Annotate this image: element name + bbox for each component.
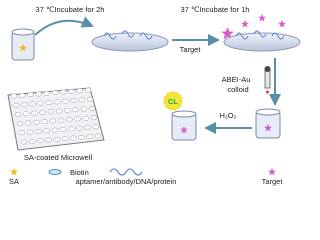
legend-icon xyxy=(10,168,18,176)
step-label: 37 ℃Incubate for 2h xyxy=(36,5,105,14)
dish xyxy=(91,30,169,52)
microwell-plate xyxy=(7,87,105,151)
legend-icon xyxy=(48,169,62,175)
legend-label: aptamer/antibody/DNA/protein xyxy=(76,177,177,186)
signal-label: CL xyxy=(168,97,178,106)
plate-well xyxy=(53,136,61,142)
plate-well xyxy=(86,134,94,140)
plate-well xyxy=(66,117,73,123)
plate-well xyxy=(64,107,71,113)
page: 37 ℃Incubate for 2h 37 ℃Incubate for 1h … xyxy=(7,5,301,186)
step-label: 37 ℃Incubate for 1h xyxy=(181,5,250,14)
plate-well xyxy=(92,124,100,130)
plate-well xyxy=(55,108,63,114)
plate-well xyxy=(49,118,57,124)
plate-well xyxy=(72,107,79,113)
plate-well xyxy=(70,98,77,103)
plate-well xyxy=(14,111,22,117)
plate-well xyxy=(53,99,61,105)
plate-well xyxy=(80,106,88,112)
plate-label: SA-coated Microwell xyxy=(24,153,93,162)
plate-well xyxy=(59,127,67,132)
plate-well xyxy=(24,120,32,126)
tube xyxy=(11,28,35,61)
plate-well xyxy=(78,97,86,103)
plate-well xyxy=(57,117,65,123)
legend-icon xyxy=(268,168,276,176)
legend-label: Target xyxy=(262,177,284,186)
dropper xyxy=(264,66,271,94)
plate-well xyxy=(35,129,42,134)
plate-well xyxy=(10,93,18,99)
plate-well xyxy=(61,136,69,142)
plate-well xyxy=(68,126,75,132)
plate-well xyxy=(28,138,36,144)
plate-well xyxy=(41,119,48,125)
plate-well xyxy=(90,115,98,121)
oxidant-label: H₂O₂ xyxy=(219,111,236,120)
plate-well xyxy=(84,87,92,93)
plate-well xyxy=(29,101,36,107)
well xyxy=(255,108,281,139)
plate-well xyxy=(74,116,81,122)
plate-well xyxy=(43,90,51,96)
cl-burst xyxy=(163,91,183,111)
dish xyxy=(223,14,301,52)
plate-well xyxy=(86,96,94,102)
plate-well xyxy=(45,137,52,143)
diagram: 37 ℃Incubate for 2h 37 ℃Incubate for 1h … xyxy=(7,5,301,186)
plate-well xyxy=(31,110,38,116)
plate-well xyxy=(84,125,92,130)
plate-well xyxy=(45,100,53,105)
plate-well xyxy=(60,89,67,95)
plate-well xyxy=(20,139,28,145)
reagent-label: ABEI-Au xyxy=(222,75,251,84)
plate-well xyxy=(43,128,50,134)
plate-well xyxy=(70,135,77,141)
plate-well xyxy=(35,91,42,97)
plate-well xyxy=(37,100,44,106)
plate-well xyxy=(20,102,28,107)
plate-well xyxy=(37,138,44,144)
plate-well xyxy=(33,119,40,125)
plate-well xyxy=(62,98,69,104)
plate-well xyxy=(68,88,75,94)
plate-well xyxy=(18,130,26,136)
plate-well xyxy=(94,133,102,139)
plate-well xyxy=(39,109,46,115)
plate-well xyxy=(51,90,59,96)
plate-well xyxy=(47,109,55,115)
plate-well xyxy=(76,125,83,131)
plate-well xyxy=(51,127,59,133)
plate-well xyxy=(26,129,34,135)
well xyxy=(171,110,197,141)
plate-well xyxy=(12,102,20,108)
arrow xyxy=(34,16,94,36)
legend-icon xyxy=(109,168,143,176)
target-label: Target xyxy=(180,45,202,54)
legend-label: Biotin xyxy=(70,168,89,177)
legend-label: SA xyxy=(9,177,19,186)
plate-well xyxy=(76,88,84,94)
reagent-label: colloid xyxy=(227,85,248,94)
plate-well xyxy=(88,105,96,111)
plate-well xyxy=(22,111,30,117)
plate-well xyxy=(78,134,85,140)
plate-well xyxy=(18,92,26,98)
plate-well xyxy=(27,92,34,98)
plate-well xyxy=(82,115,90,121)
plate-well xyxy=(16,121,24,127)
